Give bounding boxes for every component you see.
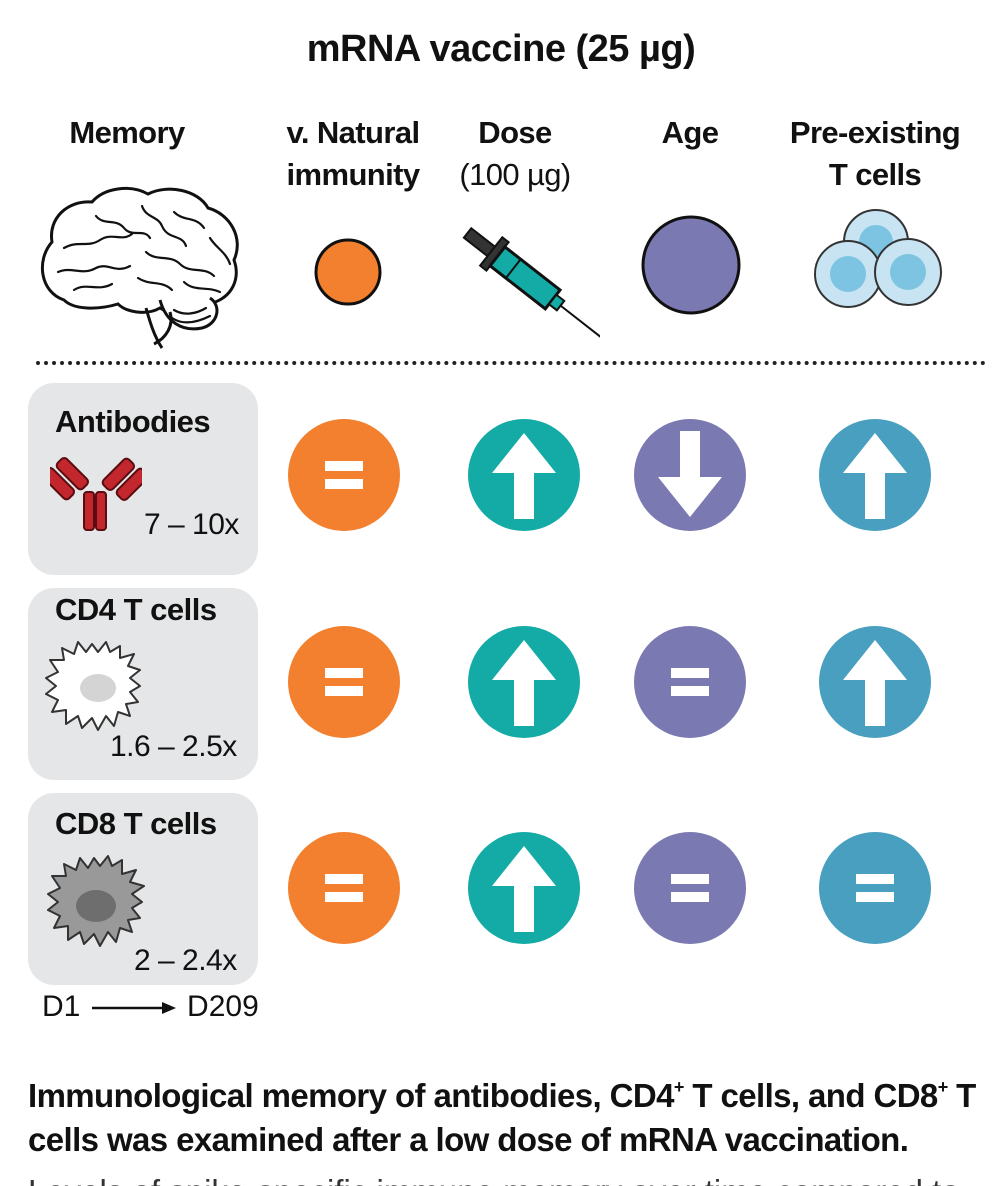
result-cd8-preexisting [819, 832, 931, 944]
figure-title: mRNA vaccine (25 µg) [306, 28, 696, 70]
result-antibodies-age [634, 419, 746, 531]
t-cell-cluster-icon [814, 209, 942, 308]
cd8-cell-icon [47, 855, 145, 947]
equals-icon [325, 461, 363, 489]
up-arrow-icon [492, 640, 556, 726]
timeline-start: D1 [42, 990, 81, 1023]
column-header-age-label: Age [661, 115, 719, 150]
caption-part2: T cells, and CD8 [683, 1077, 938, 1114]
result-cd8-dose [468, 832, 580, 944]
up-arrow-icon [492, 433, 556, 519]
purple-dot-icon [641, 215, 741, 315]
row-card-antibodies [28, 383, 258, 575]
row-label-cd4: CD4 T cells [55, 592, 217, 627]
column-header-preexisting-line2: T cells [828, 157, 922, 192]
row-label-antibodies: Antibodies [55, 404, 211, 439]
equals-icon [325, 874, 363, 902]
orange-dot-icon [314, 238, 382, 306]
figure-caption: Immunological memory of antibodies, CD4+… [28, 1074, 998, 1162]
cd4-cell-icon [45, 641, 141, 731]
up-arrow-icon [843, 433, 907, 519]
column-header-preexisting-line1: Pre-existing [789, 115, 961, 150]
result-antibodies-dose [468, 419, 580, 531]
fold-change-cd4: 1.6 – 2.5x [110, 730, 237, 763]
fold-change-cd8: 2 – 2.4x [134, 944, 237, 977]
syringe-icon [462, 226, 600, 339]
down-arrow-icon [658, 431, 722, 517]
truncated-text: Levels of spike-specific immune memory o… [28, 1172, 988, 1186]
truncated-text-line: Levels of spike-specific immune memory o… [28, 1173, 960, 1186]
result-cd8-natural [288, 832, 400, 944]
timeline: D1 D209 [42, 990, 259, 1024]
column-header-memory-label: Memory [69, 115, 185, 150]
column-header-natural-line2: immunity [286, 157, 421, 192]
column-header-dose: Dose (100 µg) [440, 112, 590, 196]
fold-change-antibodies: 7 – 10x [144, 508, 239, 541]
result-cd4-dose [468, 626, 580, 738]
up-arrow-icon [843, 640, 907, 726]
column-header-natural-line1: v. Natural [286, 115, 421, 150]
caption-sup2: + [937, 1077, 949, 1097]
column-header-natural: v. Natural immunity [268, 112, 438, 196]
timeline-arrow-icon [91, 1002, 176, 1015]
column-header-dose-line2: (100 µg) [459, 157, 571, 192]
result-cd4-preexisting [819, 626, 931, 738]
column-header-memory: Memory [52, 112, 202, 154]
antibody-icon [50, 456, 142, 531]
up-arrow-icon [492, 846, 556, 932]
column-header-age: Age [630, 112, 750, 154]
timeline-end: D209 [187, 990, 259, 1023]
caption-part3: T cells was examined after a low dose of… [28, 1077, 976, 1158]
column-header-dose-line1: Dose [478, 115, 552, 150]
equals-icon [325, 668, 363, 696]
header-separator [36, 361, 986, 365]
equals-icon [856, 874, 894, 902]
caption-part1: Immunological memory of antibodies, CD4 [28, 1077, 674, 1114]
caption-sup1: + [673, 1077, 685, 1097]
row-label-cd8: CD8 T cells [55, 806, 217, 841]
result-antibodies-natural [288, 419, 400, 531]
equals-icon [671, 668, 709, 696]
column-header-preexisting: Pre-existing T cells [770, 112, 980, 196]
result-antibodies-preexisting [819, 419, 931, 531]
equals-icon [671, 874, 709, 902]
result-cd8-age [634, 832, 746, 944]
result-cd4-natural [288, 626, 400, 738]
result-cd4-age [634, 626, 746, 738]
brain-icon [40, 187, 239, 349]
